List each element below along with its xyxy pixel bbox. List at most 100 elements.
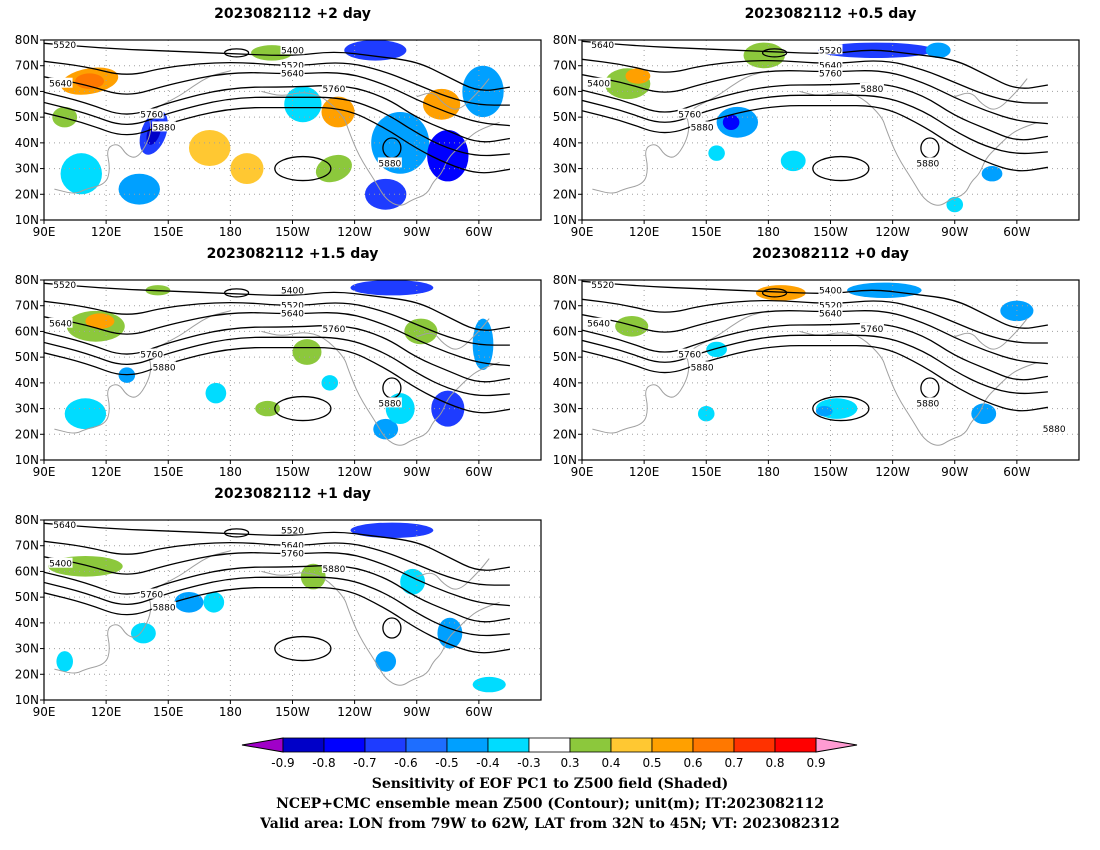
contour-label-bg [280,307,305,318]
lon-tick-label: 90E [571,225,594,239]
sensitivity-shade [60,153,102,195]
coastline [416,318,490,350]
colorbar-high-arrow [815,737,858,753]
colorbar-box [282,737,325,753]
z500-closed-contour [274,395,332,422]
lon-tick-label: 150W [813,465,848,479]
contour-label: 5880 [860,85,883,95]
contour-label-bg [280,547,305,558]
sensitivity-shade [300,563,326,590]
lon-tick-label: 90E [571,465,594,479]
colorbar-box [446,737,489,753]
lon-tick-label: 90W [941,225,968,239]
lat-tick-label: 70N [15,299,39,313]
lat-tick-label: 50N [15,590,39,604]
lat-tick-label: 40N [553,376,577,390]
contour-label: 5760 [140,591,163,601]
contour-label-bg [859,82,884,93]
sensitivity-shade [85,313,115,329]
lat-tick-label: 50N [553,350,577,364]
colorbar-label: 0.7 [724,756,743,770]
z500-contour [582,40,1049,89]
contour-label: 5520 [53,281,76,291]
lat-tick-label: 30N [15,642,39,656]
sensitivity-shade [615,316,649,337]
contour-label-bg [139,108,164,119]
lat-tick-label: 80N [15,513,39,527]
z500-contour [44,106,511,174]
sensitivity-shade [230,153,264,184]
colorbar-label: -0.8 [312,756,335,770]
sensitivity-shade [427,130,469,182]
z500-contour [582,344,1049,412]
lon-tick-label: 150W [275,225,310,239]
colorbar-label: -0.5 [435,756,458,770]
contour-label-bg [690,361,715,372]
z500-closed-contour [223,288,250,298]
lat-tick-label: 50N [553,110,577,124]
lat-tick-label: 10N [553,453,577,467]
z500-contour [44,586,511,654]
sensitivity-shade [205,382,227,404]
contour-label-bg [280,44,305,55]
contour-label-bg [859,322,884,333]
lon-tick-label: 60W [465,465,492,479]
lon-tick-label: 150W [275,705,310,719]
contour-label-bg [280,524,305,535]
colorbar-label: -0.4 [476,756,499,770]
colorbar-box [364,737,407,753]
lat-tick-label: 40N [15,376,39,390]
colorbar-box [405,737,448,753]
colorbar-box [733,737,776,753]
contour-label: 5760 [860,325,883,335]
lat-tick-label: 70N [15,59,39,73]
lat-tick-label: 50N [15,110,39,124]
lon-tick-label: 120W [875,225,910,239]
colorbar-label: 0.3 [560,756,579,770]
caption-line-3: Valid area: LON from 79W to 62W, LAT fro… [260,816,840,832]
coastline [592,310,769,434]
coastline [416,558,490,590]
contour-label: 5880 [691,123,714,133]
lon-tick-label: 60W [465,705,492,719]
lat-tick-label: 10N [553,213,577,227]
sensitivity-shade [708,145,725,161]
lon-tick-label: 150E [153,225,184,239]
lat-tick-label: 30N [553,162,577,176]
colorbar-label: -0.3 [517,756,540,770]
contour-label-bg [152,601,177,612]
z500-contour [44,96,510,157]
colorbar-box [487,737,530,753]
contour-label-bg [818,299,843,310]
coastline [954,78,1028,110]
lon-tick-label: 90W [403,225,430,239]
lat-tick-label: 40N [15,616,39,630]
coastline [261,330,500,446]
contour-label: 5760 [140,111,163,121]
sensitivity-shade [203,592,225,613]
z500-closed-contour [223,528,250,538]
colorbar-label: 0.9 [806,756,825,770]
lon-tick-label: 180 [219,225,242,239]
lat-tick-label: 80N [15,273,39,287]
lon-tick-label: 90W [403,705,430,719]
sensitivity-shade [64,398,107,430]
lon-tick-label: 90E [33,465,56,479]
lon-tick-label: 120W [337,225,372,239]
coastline [54,310,231,434]
contour-label: 5640 [819,309,842,319]
contour-label: 5760 [140,351,163,361]
sensitivity-shade [350,522,434,538]
contour-label: 5520 [819,302,842,312]
lon-tick-label: 90E [33,225,56,239]
contour-label-bg [152,121,177,132]
lat-tick-label: 30N [15,402,39,416]
contour-label: 5880 [691,363,714,373]
z500-contour [44,282,511,331]
contour-label-bg [586,77,611,88]
map-panel-2: 56405400552056405760576058805880588080N7… [553,33,1080,239]
map-panel-5: 5640540055205640576057605880588080N70N60… [15,513,542,719]
lon-tick-label: 120E [91,465,122,479]
lon-tick-label: 150W [275,465,310,479]
colorbar-box [323,737,366,753]
